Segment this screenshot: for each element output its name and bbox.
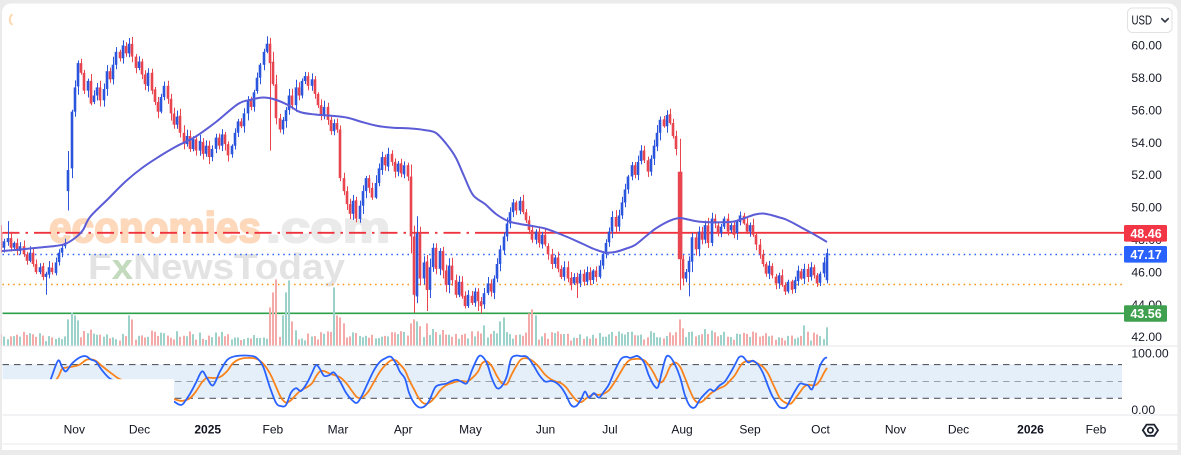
svg-text:46.00: 46.00 bbox=[1131, 265, 1162, 279]
svg-text:Apr: Apr bbox=[394, 423, 413, 437]
svg-text:100.00: 100.00 bbox=[1131, 347, 1168, 361]
svg-text:FxNewsToday: FxNewsToday bbox=[88, 246, 346, 287]
svg-text:43.56: 43.56 bbox=[1130, 307, 1161, 321]
svg-text:.com: .com bbox=[266, 204, 390, 252]
svg-text:2026: 2026 bbox=[1017, 423, 1044, 437]
svg-text:Nov: Nov bbox=[885, 423, 906, 437]
svg-text:economies: economies bbox=[49, 204, 261, 252]
svg-text:48.46: 48.46 bbox=[1130, 227, 1161, 241]
svg-text:56.00: 56.00 bbox=[1131, 103, 1162, 117]
svg-text:54.00: 54.00 bbox=[1131, 136, 1162, 150]
svg-text:Feb: Feb bbox=[1086, 423, 1107, 437]
svg-text:Nov: Nov bbox=[64, 423, 85, 437]
svg-text:60.00: 60.00 bbox=[1131, 39, 1162, 53]
svg-text:Feb: Feb bbox=[263, 423, 284, 437]
svg-text:Dec: Dec bbox=[948, 423, 969, 437]
svg-text:May: May bbox=[459, 423, 482, 437]
svg-text:USD: USD bbox=[1132, 13, 1153, 28]
svg-text:52.00: 52.00 bbox=[1131, 168, 1162, 182]
svg-text:42.00: 42.00 bbox=[1131, 330, 1162, 344]
svg-text:Mar: Mar bbox=[328, 423, 349, 437]
svg-text:Oct: Oct bbox=[811, 423, 830, 437]
svg-text:Sep: Sep bbox=[739, 423, 761, 437]
svg-text:Dec: Dec bbox=[129, 423, 150, 437]
svg-text:Jun: Jun bbox=[536, 423, 555, 437]
svg-text:Jul: Jul bbox=[602, 423, 617, 437]
svg-text:58.00: 58.00 bbox=[1131, 71, 1162, 85]
svg-text:Aug: Aug bbox=[671, 423, 692, 437]
svg-text:47.17: 47.17 bbox=[1130, 248, 1161, 262]
svg-text:50.00: 50.00 bbox=[1131, 201, 1162, 215]
svg-text:2025: 2025 bbox=[194, 423, 221, 437]
svg-text:0.00: 0.00 bbox=[1131, 403, 1155, 417]
